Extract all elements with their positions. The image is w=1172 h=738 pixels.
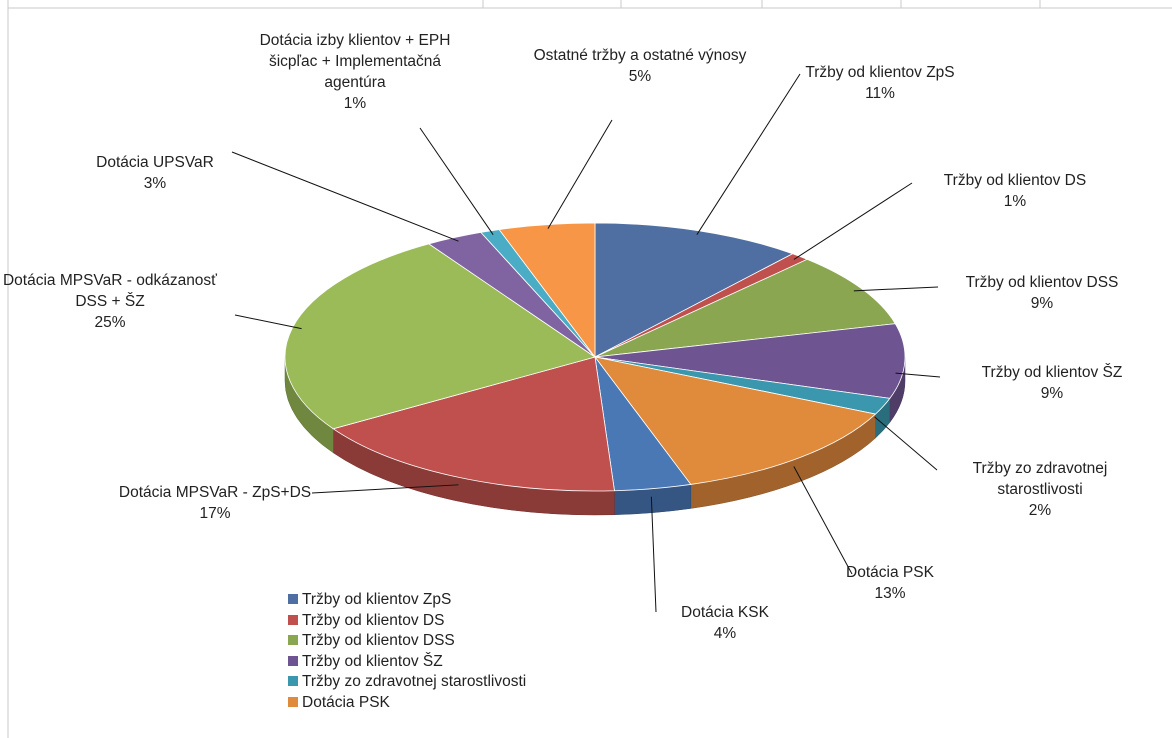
label-value: 17% xyxy=(199,505,231,522)
slice xyxy=(498,222,596,359)
legend-label: Tržby od klientov ŠZ xyxy=(302,652,443,670)
data-label: Tržby od klientov DS 1% xyxy=(905,170,1125,212)
label-name: Dotácia PSK xyxy=(846,564,934,581)
legend-entry: Tržby od klientov DS xyxy=(288,612,444,630)
data-label: Dotácia MPSVaR - ZpS+DS 17% xyxy=(115,482,315,524)
leader-line xyxy=(234,314,302,330)
leader-line xyxy=(547,119,613,229)
label-value: 3% xyxy=(143,175,167,192)
label-value: 9% xyxy=(1030,295,1054,312)
leader-line xyxy=(853,286,939,292)
label-name: Tržby od klientov ZpS xyxy=(805,64,955,81)
label-name: Tržby od klientov ŠZ xyxy=(981,364,1123,381)
label-name: Dotácia KSK xyxy=(681,604,769,621)
label-name: Tržby od klientov DS xyxy=(943,172,1087,189)
legend-label: Tržby od klientov ZpS xyxy=(302,591,452,608)
label-value: 11% xyxy=(865,85,895,102)
data-label: Dotácia UPSVaR 3% xyxy=(55,152,255,194)
legend-label: Dotácia PSK xyxy=(302,693,390,711)
sheet-grid xyxy=(7,0,1172,738)
data-label: Ostatné tržby a ostatné výnosy 5% xyxy=(520,45,760,87)
data-label: Tržby zo zdravotnej starostlivosti 2% xyxy=(940,458,1140,521)
leader-line xyxy=(793,182,913,260)
slice xyxy=(594,323,906,399)
data-label: Tržby od klientov DSS 9% xyxy=(932,272,1152,314)
legend-swatch xyxy=(288,655,298,666)
legend-entry: Tržby zo zdravotnej starostlivosti xyxy=(288,673,526,691)
label-value: 5% xyxy=(628,68,652,85)
data-label: Dotácia MPSVaR - odkázanosť DSS + ŠZ 25% xyxy=(0,270,225,333)
legend-entry: Tržby od klientov ZpS xyxy=(288,591,451,609)
slice xyxy=(332,356,615,492)
legend-swatch xyxy=(288,594,298,604)
leader-line xyxy=(696,73,801,235)
data-label: Dotácia KSK 4% xyxy=(645,602,805,644)
label-value: 2% xyxy=(1028,502,1052,519)
data-label: Tržby od klientov ŠZ 9% xyxy=(942,362,1162,404)
legend-label: Tržby od klientov DSS xyxy=(302,632,455,649)
label-value: 9% xyxy=(1040,385,1064,402)
slice xyxy=(594,222,794,358)
legend-label: Tržby zo zdravotnej starostlivosti xyxy=(302,673,527,690)
data-label: Dotácia izby klientov + EPH šicpľac + Im… xyxy=(255,30,455,114)
leader-line xyxy=(895,372,941,378)
data-label: Tržby od klientov ZpS 11% xyxy=(780,62,980,104)
label-name: Dotácia MPSVaR - ZpS+DS xyxy=(118,484,312,501)
slice xyxy=(594,356,877,485)
label-value: 25% xyxy=(94,314,126,331)
legend-entry: Tržby od klientov ŠZ xyxy=(288,653,443,671)
label-name: Dotácia MPSVaR - odkázanosť DSS + ŠZ xyxy=(2,272,217,310)
legend-entry: Tržby od klientov DSS xyxy=(288,632,455,650)
legend-swatch xyxy=(288,696,298,707)
label-name: Dotácia UPSVaR xyxy=(96,154,214,171)
label-value: 1% xyxy=(1003,193,1027,210)
legend-swatch xyxy=(288,676,298,686)
legend-entry: Dotácia PSK xyxy=(288,694,390,712)
label-value: 4% xyxy=(713,625,737,642)
label-name: Tržby od klientov DSS xyxy=(965,274,1119,291)
label-name: Tržby zo zdravotnej starostlivosti xyxy=(972,460,1108,498)
label-name: Dotácia izby klientov + EPH šicpľac + Im… xyxy=(259,32,451,91)
leader-line xyxy=(874,416,938,471)
legend-swatch xyxy=(288,635,298,645)
data-label: Dotácia PSK 13% xyxy=(810,562,970,604)
leader-line xyxy=(419,127,494,235)
slice xyxy=(284,243,596,430)
leader-line xyxy=(650,496,657,613)
leader-line xyxy=(311,484,459,494)
label-value: 1% xyxy=(343,95,367,112)
leader-line xyxy=(793,466,853,575)
label-value: 13% xyxy=(874,585,906,602)
slice xyxy=(594,258,896,358)
label-name: Ostatné tržby a ostatné výnosy xyxy=(533,47,747,64)
legend-label: Tržby od klientov DS xyxy=(302,611,445,629)
legend-swatch xyxy=(288,614,298,625)
leader-line xyxy=(231,151,459,242)
